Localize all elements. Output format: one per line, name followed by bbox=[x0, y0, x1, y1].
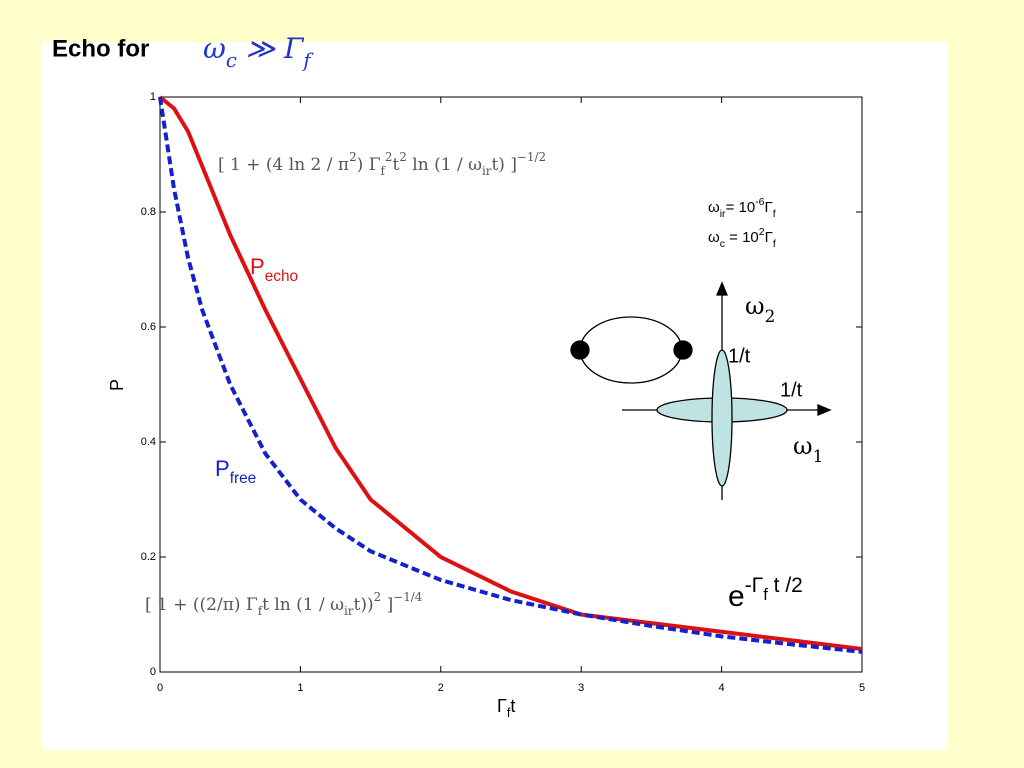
formula-part: 2 bbox=[349, 150, 357, 164]
title-math-part: ω bbox=[203, 32, 226, 65]
arrow bbox=[817, 404, 832, 416]
y-tick-label: 0.4 bbox=[141, 436, 156, 448]
formula-part: [ 1 + ((2/π) Γ bbox=[145, 595, 258, 615]
x-axis-label: Γft bbox=[497, 696, 515, 721]
arrow bbox=[716, 281, 728, 296]
x-tick-label: 5 bbox=[859, 682, 865, 694]
parameter-part: Γ bbox=[765, 229, 773, 246]
axis-name-part: 1 bbox=[813, 446, 824, 466]
formula-part: t)) bbox=[354, 595, 374, 615]
parameter: ωir= 10-6Γf bbox=[708, 196, 776, 220]
axis-name: ω2 bbox=[745, 292, 775, 326]
x-tick-label: 1 bbox=[297, 682, 303, 694]
formula-part: ir bbox=[344, 604, 354, 618]
series-label: Pfree bbox=[215, 456, 256, 487]
parameter-part: ir bbox=[720, 208, 726, 220]
x-tick-label: 4 bbox=[719, 682, 725, 694]
y-tick-label: 1 bbox=[150, 91, 156, 103]
axis-name-part: ω bbox=[793, 432, 813, 460]
series-label-part: P bbox=[215, 456, 230, 481]
parameter-part: -6 bbox=[755, 196, 764, 208]
formula-part: −1/2 bbox=[517, 150, 546, 164]
title-math-part: ≫ Γ bbox=[237, 32, 305, 65]
formula-part: f bbox=[258, 604, 264, 618]
formula-part: t ln (1 / ω bbox=[262, 595, 344, 615]
x-tick-label: 0 bbox=[157, 682, 163, 694]
series-label-part: P bbox=[250, 254, 265, 279]
x-tick-label: 3 bbox=[578, 682, 584, 694]
panel bbox=[42, 42, 948, 750]
x-tick-label: 2 bbox=[438, 682, 444, 694]
axis-name-part: ω bbox=[745, 292, 765, 320]
parameter-part: f bbox=[773, 238, 776, 250]
x-axis-label-part: t bbox=[510, 696, 515, 716]
formula-part: ) Γ bbox=[357, 155, 381, 175]
series-line bbox=[158, 96, 863, 654]
series-line bbox=[158, 95, 863, 651]
parameter-part: c bbox=[720, 238, 725, 250]
plot-frame bbox=[159, 96, 863, 673]
parameter-part: = 10 bbox=[725, 229, 759, 246]
parameter: ωc = 102Γf bbox=[708, 226, 776, 250]
formula-part: [ 1 + (4 ln 2 / π bbox=[218, 155, 349, 175]
parameter-part: f bbox=[773, 208, 776, 220]
y-tick-label: 0.6 bbox=[141, 321, 156, 333]
axis-name-part: 2 bbox=[765, 306, 776, 326]
axis-name: ω1 bbox=[793, 432, 823, 466]
vertex bbox=[673, 340, 693, 360]
series-label: Pecho bbox=[250, 254, 298, 285]
decay-label-part: e bbox=[728, 580, 745, 613]
y-tick-label: 0.2 bbox=[141, 551, 156, 563]
width-label: 1/t bbox=[728, 345, 751, 367]
series-label-part: free bbox=[230, 470, 257, 487]
width-label: 1/t bbox=[780, 379, 803, 401]
inset-diagram bbox=[570, 281, 832, 500]
formula-part: f bbox=[381, 164, 387, 178]
formula-part: ln (1 / ω bbox=[407, 155, 482, 175]
ellipse-v bbox=[711, 349, 733, 487]
series-label-part: echo bbox=[265, 268, 298, 285]
formula-part: t bbox=[392, 155, 399, 175]
formula-part: 2 bbox=[399, 150, 407, 164]
formula-part: 2 bbox=[385, 150, 393, 164]
y-tick-label: 0 bbox=[150, 666, 156, 678]
formula: [ 1 + (4 ln 2 / π2) Γf2t2 ln (1 / ωirt) … bbox=[218, 150, 546, 178]
parameter-part: ω bbox=[708, 229, 720, 246]
parameter-part: Γ bbox=[765, 199, 773, 216]
y-axis-label: P bbox=[107, 379, 127, 391]
x-axis-label-part: f bbox=[507, 706, 511, 720]
decay-label-part: t /2 bbox=[768, 574, 803, 597]
formula-part: ] bbox=[381, 595, 393, 615]
parameter-part: ω bbox=[708, 199, 720, 216]
parameter-part: = 10 bbox=[726, 199, 756, 216]
formula-part: t) ] bbox=[491, 155, 517, 175]
x-axis-label-part: Γ bbox=[497, 696, 507, 716]
formula-part: −1/4 bbox=[393, 590, 422, 604]
formula-part: ir bbox=[482, 164, 492, 178]
slide-title: Echo for bbox=[52, 35, 149, 62]
y-tick-label: 0.8 bbox=[141, 206, 156, 218]
decay-label: e-Γf t /2 bbox=[728, 574, 803, 613]
parameter-part: 2 bbox=[759, 226, 765, 238]
decay-label-part: f bbox=[763, 586, 768, 604]
vertex bbox=[570, 340, 590, 360]
title-math-part: c bbox=[226, 49, 237, 72]
formula: [ 1 + ((2/π) Γft ln (1 / ωirt))2 ]−1/4 bbox=[145, 590, 422, 618]
formula-part: 2 bbox=[374, 590, 382, 604]
decay-label-part: -Γ bbox=[745, 574, 764, 597]
